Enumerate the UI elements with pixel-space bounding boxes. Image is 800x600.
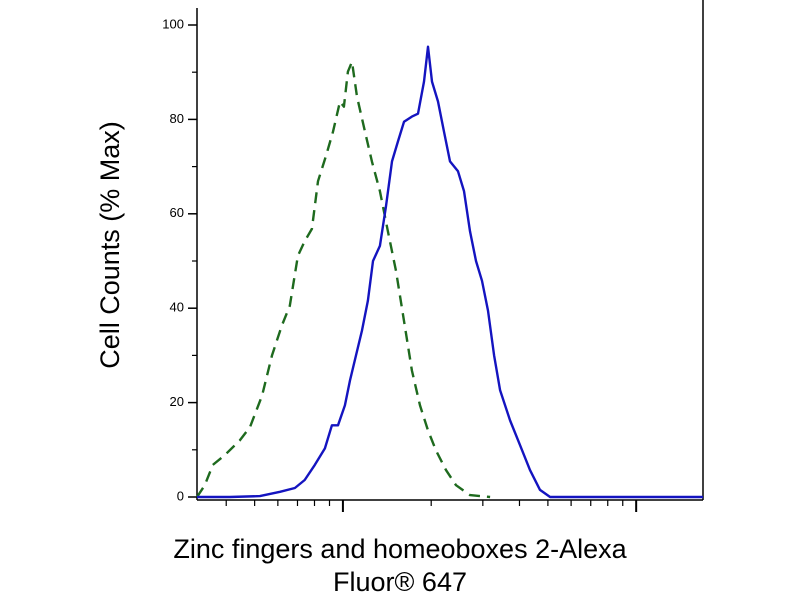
x-axis-label: Zinc fingers and homeoboxes 2-Alexa [173,534,627,564]
y-tick-label: 40 [170,300,184,315]
y-tick-label: 80 [170,111,184,126]
histogram-line [195,60,491,499]
y-tick-label: 60 [170,205,184,220]
y-tick-label: 100 [162,16,184,31]
x-axis-label: Fluor® 647 [333,567,467,597]
y-tick-label: 20 [170,394,184,409]
y-tick-label: 0 [177,488,184,503]
y-axis-label: Cell Counts (% Max) [95,121,125,369]
histogram-line [197,45,703,499]
